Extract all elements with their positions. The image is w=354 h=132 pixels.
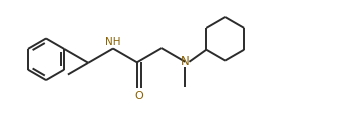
Text: N: N bbox=[181, 55, 190, 68]
Text: O: O bbox=[135, 91, 143, 101]
Text: NH: NH bbox=[105, 37, 121, 47]
